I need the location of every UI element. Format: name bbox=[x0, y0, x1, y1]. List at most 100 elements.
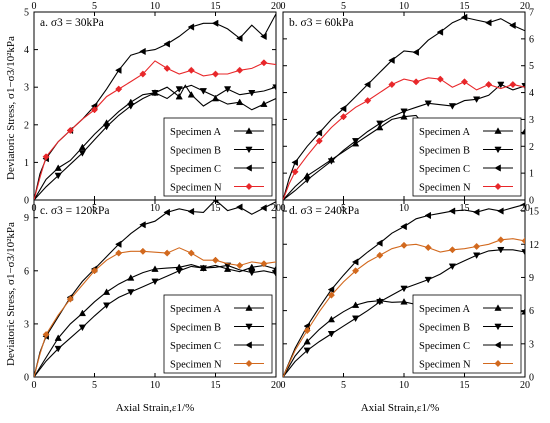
y-tick-label: 3 bbox=[529, 115, 534, 126]
data-point bbox=[388, 56, 395, 64]
x-tick-label-top: 20 bbox=[520, 1, 530, 12]
legend: Specimen A Specimen B Specimen C Specimen N bbox=[163, 117, 273, 197]
data-point bbox=[400, 241, 408, 249]
y-tick-label: 7 bbox=[529, 8, 534, 19]
legend-label: Specimen N bbox=[170, 360, 222, 371]
data-point bbox=[187, 249, 195, 257]
data-point bbox=[315, 137, 323, 145]
x-tick-label: 5 bbox=[341, 203, 346, 214]
data-point bbox=[412, 78, 420, 86]
data-point bbox=[351, 301, 360, 308]
data-point bbox=[66, 126, 74, 134]
data-point bbox=[151, 90, 159, 97]
data-point bbox=[351, 315, 360, 323]
legend-label: Specimen C bbox=[170, 164, 221, 175]
y-tick-label: 5 bbox=[24, 8, 29, 19]
data-point bbox=[291, 168, 299, 176]
data-point bbox=[424, 100, 432, 108]
data-point bbox=[260, 32, 267, 41]
series-group bbox=[34, 200, 276, 377]
data-point bbox=[42, 153, 50, 161]
data-point bbox=[339, 113, 348, 121]
x-tick-label: 10 bbox=[399, 203, 409, 214]
data-point bbox=[102, 302, 111, 310]
data-point bbox=[236, 98, 244, 106]
legend: Specimen A Specimen B Specimen C Specimen N bbox=[412, 117, 522, 197]
data-point bbox=[497, 207, 504, 215]
y-tick-label: 9 bbox=[529, 273, 534, 284]
series-line bbox=[283, 77, 525, 200]
data-point bbox=[400, 222, 407, 231]
legend-marker bbox=[494, 359, 502, 368]
data-point bbox=[78, 309, 87, 317]
data-point bbox=[54, 164, 62, 171]
data-point bbox=[497, 236, 505, 244]
data-point bbox=[472, 252, 481, 260]
data-point bbox=[521, 83, 525, 90]
legend-marker bbox=[245, 304, 253, 311]
data-point bbox=[448, 263, 457, 271]
series-line bbox=[34, 84, 276, 200]
data-point bbox=[139, 47, 146, 56]
series-line bbox=[34, 60, 276, 200]
x-tick-label-top: 10 bbox=[150, 1, 160, 12]
x-tick-label: 15 bbox=[211, 203, 221, 214]
y-tick-label: 15 bbox=[529, 207, 539, 218]
data-point bbox=[521, 249, 525, 256]
data-point bbox=[127, 103, 135, 110]
data-point bbox=[199, 88, 208, 95]
legend-label: Specimen A bbox=[419, 127, 470, 138]
data-point bbox=[54, 345, 62, 353]
data-point bbox=[521, 127, 525, 135]
legend-marker bbox=[245, 182, 253, 191]
data-point bbox=[42, 330, 50, 339]
data-point bbox=[54, 172, 62, 180]
legend-marker bbox=[245, 164, 252, 172]
data-point bbox=[363, 80, 371, 89]
data-point bbox=[78, 143, 87, 151]
data-point bbox=[260, 204, 267, 212]
data-point bbox=[211, 94, 220, 102]
data-point bbox=[315, 129, 323, 137]
data-point bbox=[351, 138, 360, 145]
x-tick-label: 5 bbox=[92, 203, 97, 214]
data-point bbox=[509, 21, 516, 30]
data-point bbox=[236, 66, 244, 74]
series-group bbox=[34, 13, 276, 200]
x-tick-label: 5 bbox=[92, 380, 97, 391]
data-point bbox=[187, 23, 195, 31]
x-tick-label-top: 10 bbox=[399, 1, 409, 12]
data-point bbox=[151, 278, 159, 286]
data-point bbox=[436, 75, 444, 83]
legend-marker bbox=[494, 146, 502, 154]
legend-label: Specimen B bbox=[170, 323, 221, 334]
x-tick-label: 20 bbox=[520, 380, 530, 391]
legend-marker bbox=[245, 323, 253, 331]
data-point bbox=[364, 97, 372, 105]
y-tick-label: 9 bbox=[24, 213, 29, 224]
data-point bbox=[163, 64, 171, 72]
data-point bbox=[509, 80, 517, 89]
data-point bbox=[139, 247, 147, 255]
series-line bbox=[283, 16, 525, 200]
y-tick-label: 4 bbox=[24, 45, 29, 56]
legend-marker bbox=[245, 359, 253, 368]
series-line bbox=[34, 247, 276, 377]
legend-label: Specimen A bbox=[170, 127, 221, 138]
legend: Specimen A Specimen B Specimen C Specimen N bbox=[412, 294, 522, 374]
data-point bbox=[272, 265, 276, 272]
legend-label: Specimen C bbox=[170, 341, 221, 352]
y-tick-label: 1 bbox=[24, 158, 29, 169]
data-point bbox=[90, 267, 99, 275]
legend-label: Specimen B bbox=[170, 146, 221, 157]
data-point bbox=[187, 91, 195, 98]
data-point bbox=[199, 265, 208, 272]
x-tick-label-top: 20 bbox=[271, 1, 281, 12]
y-tick-label: 1 bbox=[529, 169, 534, 180]
data-point bbox=[303, 337, 311, 345]
data-point bbox=[78, 324, 87, 332]
data-point bbox=[400, 113, 408, 120]
data-point bbox=[327, 291, 335, 299]
data-point bbox=[163, 40, 170, 48]
